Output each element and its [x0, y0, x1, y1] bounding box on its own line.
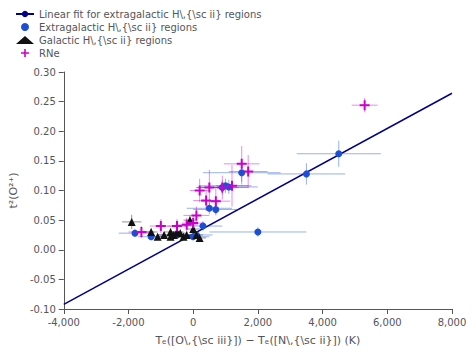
svg-text:-4,000: -4,000: [48, 317, 80, 328]
svg-text:Tₑ([O\,{\sc iii}]) − Tₑ([N\,{\: Tₑ([O\,{\sc iii}]) − Tₑ([N\,{\sc ii}]) (…: [154, 334, 360, 347]
svg-text:-2,000: -2,000: [112, 317, 144, 328]
svg-text:0.20: 0.20: [34, 126, 56, 137]
svg-text:2,000: 2,000: [244, 317, 273, 328]
svg-text:Galactic H\,{\sc ii} regions: Galactic H\,{\sc ii} regions: [39, 35, 172, 46]
svg-text:0.25: 0.25: [34, 96, 56, 107]
svg-text:8,000: 8,000: [438, 317, 467, 328]
svg-text:0: 0: [190, 317, 196, 328]
svg-text:RNe: RNe: [39, 48, 60, 59]
svg-text:4,000: 4,000: [308, 317, 337, 328]
svg-text:0.05: 0.05: [34, 215, 56, 226]
svg-text:-0.10: -0.10: [30, 304, 56, 315]
svg-text:-0.05: -0.05: [30, 274, 56, 285]
svg-text:Linear fit for extragalactic H: Linear fit for extragalactic H\,{\sc ii}…: [39, 9, 262, 20]
svg-text:t²(O²⁺): t²(O²⁺): [7, 172, 20, 208]
svg-text:0.15: 0.15: [34, 155, 56, 166]
svg-text:6,000: 6,000: [373, 317, 402, 328]
svg-text:0.10: 0.10: [34, 185, 56, 196]
svg-text:Extragalactic H\,{\sc ii} regi: Extragalactic H\,{\sc ii} regions: [39, 22, 197, 33]
svg-text:0.00: 0.00: [34, 244, 56, 255]
svg-text:0.30: 0.30: [34, 67, 56, 78]
